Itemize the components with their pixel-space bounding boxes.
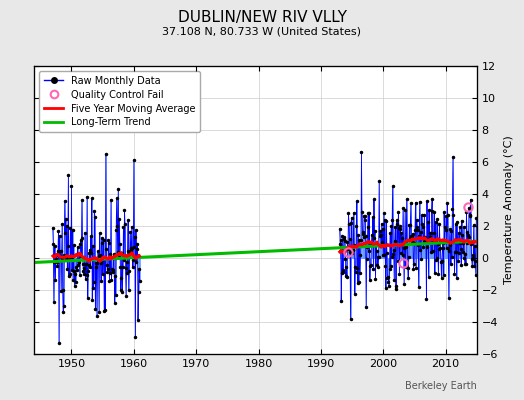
Text: DUBLIN/NEW RIV VLLY: DUBLIN/NEW RIV VLLY [178, 10, 346, 25]
Y-axis label: Temperature Anomaly (°C): Temperature Anomaly (°C) [504, 136, 514, 284]
Text: Berkeley Earth: Berkeley Earth [405, 381, 477, 391]
Text: 37.108 N, 80.733 W (United States): 37.108 N, 80.733 W (United States) [162, 26, 362, 36]
Legend: Raw Monthly Data, Quality Control Fail, Five Year Moving Average, Long-Term Tren: Raw Monthly Data, Quality Control Fail, … [39, 71, 200, 132]
